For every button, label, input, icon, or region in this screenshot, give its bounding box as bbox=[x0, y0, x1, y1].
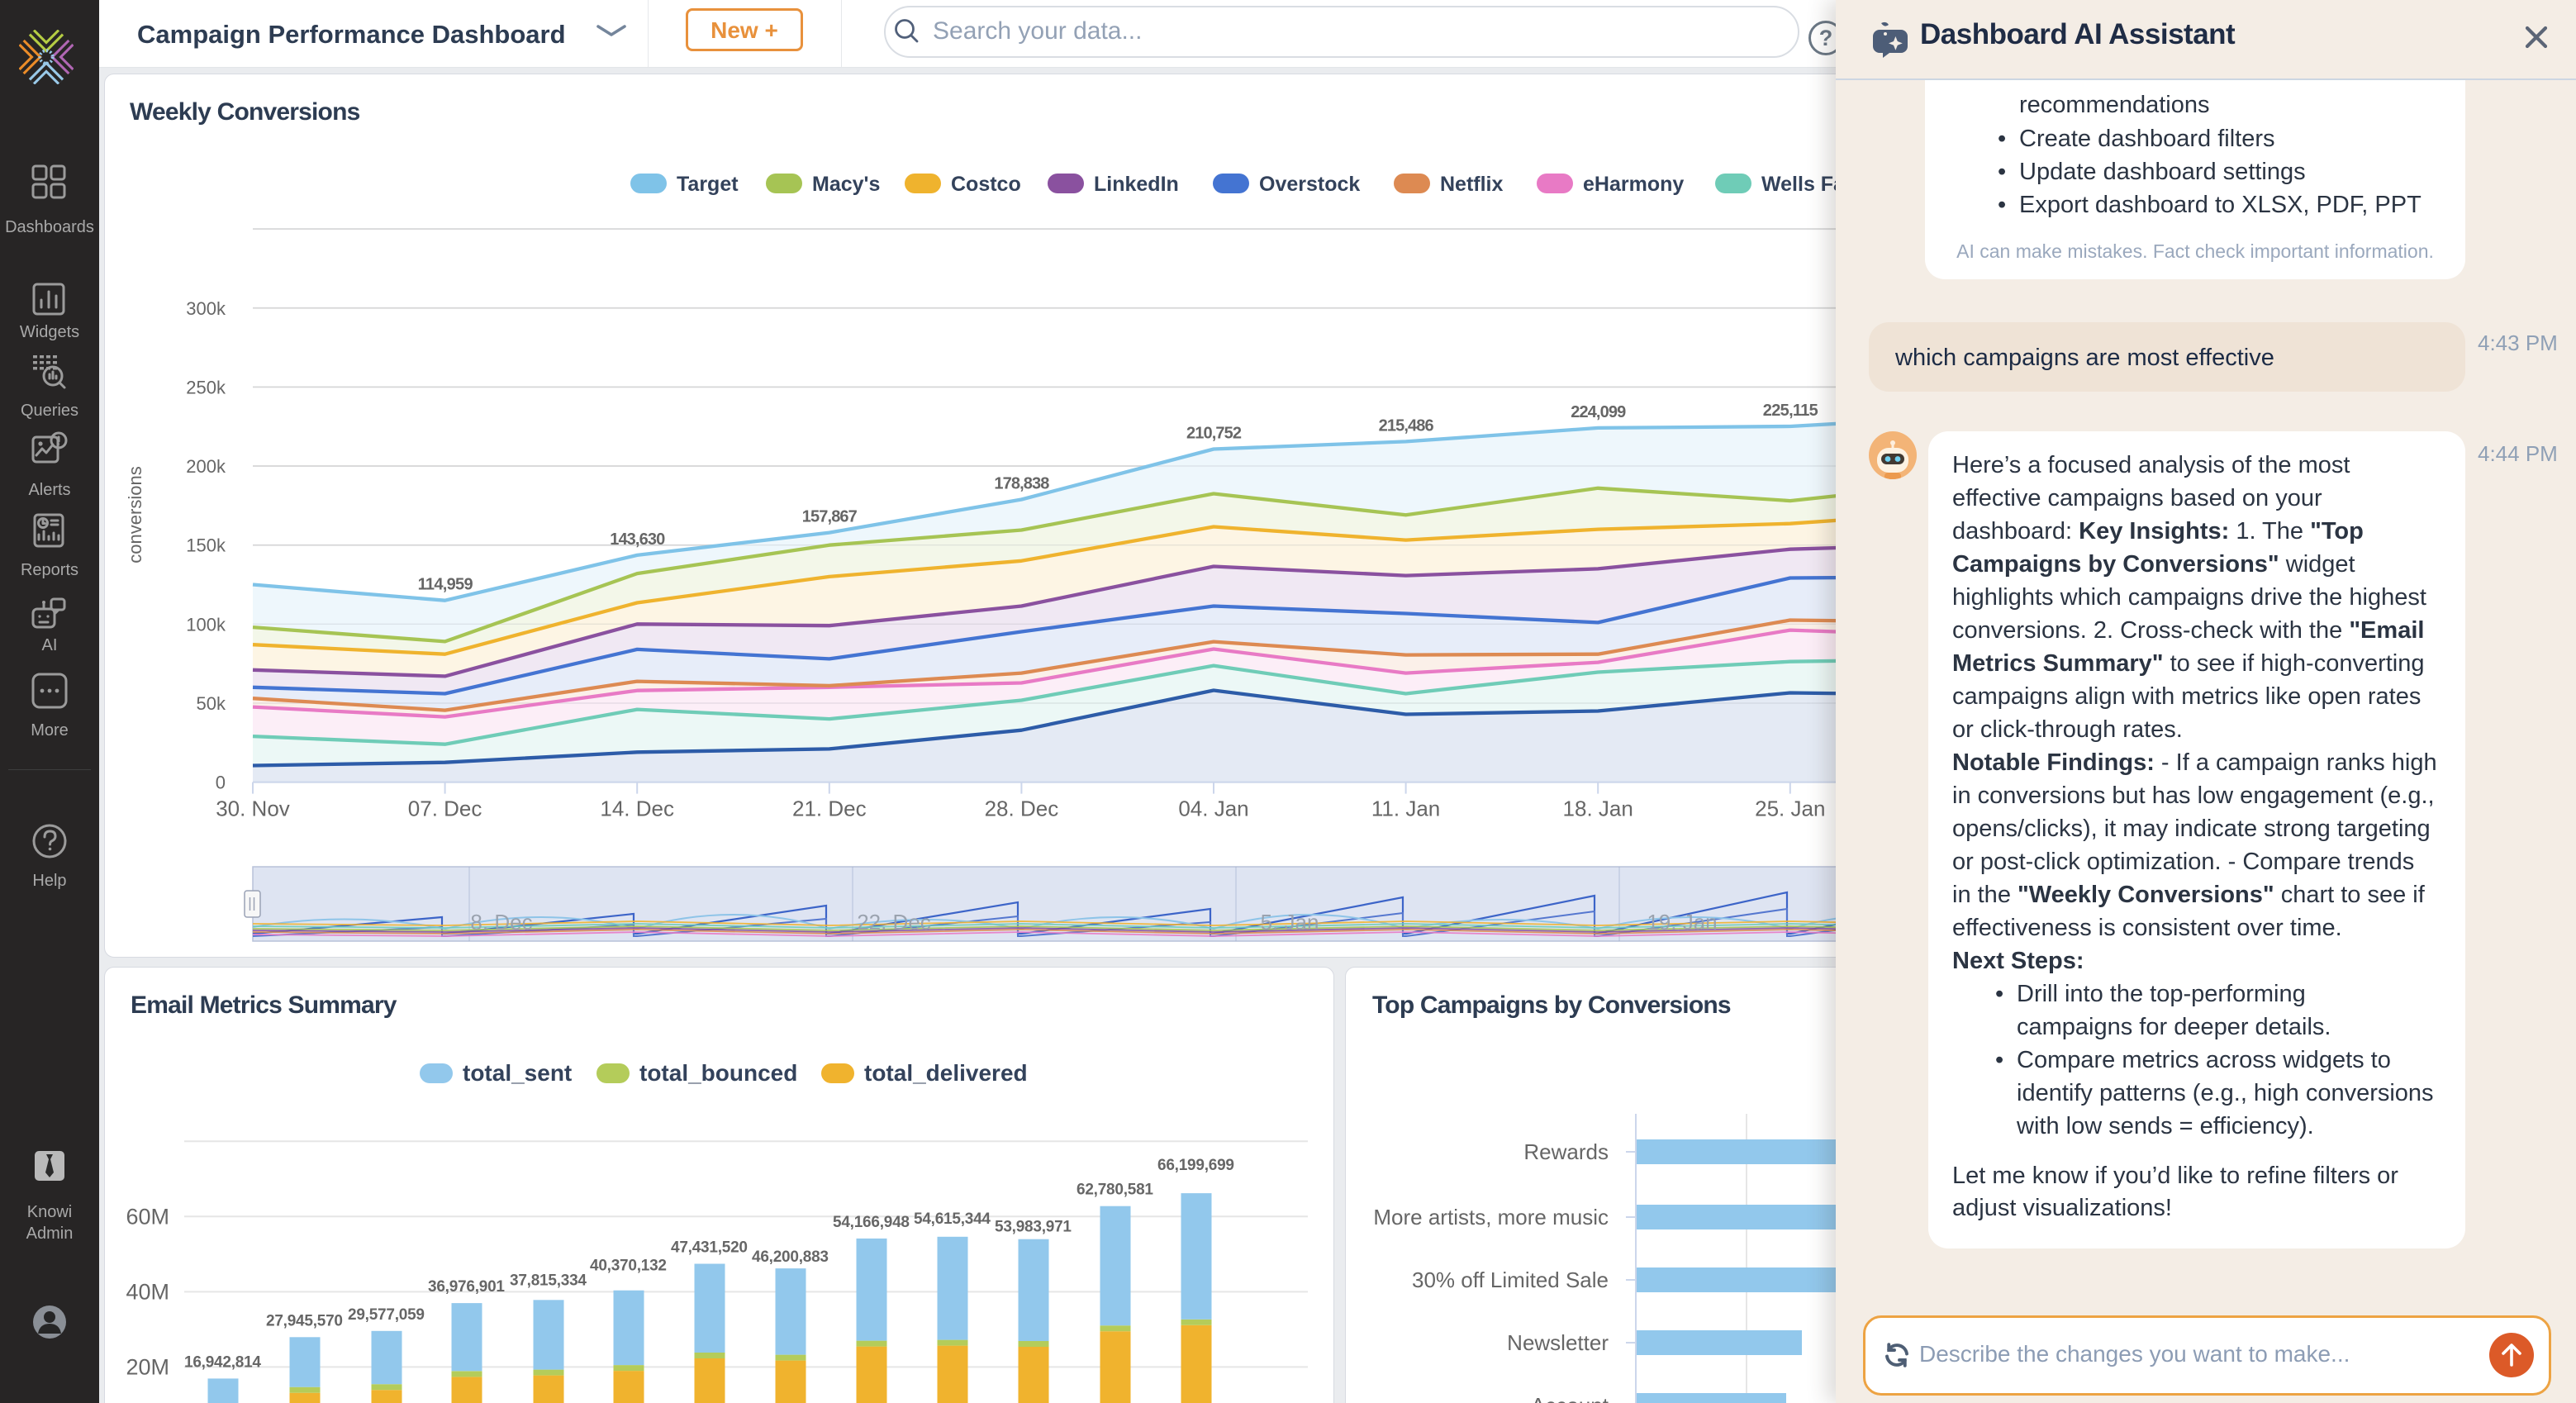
svg-text:27,945,570: 27,945,570 bbox=[266, 1312, 343, 1329]
svg-text:250k: 250k bbox=[186, 377, 226, 397]
svg-text:Netflix: Netflix bbox=[1440, 173, 1504, 196]
svg-text:22. Dec: 22. Dec bbox=[857, 910, 931, 935]
svg-text:5. Jan: 5. Jan bbox=[1261, 910, 1319, 935]
svg-text:30. Nov: 30. Nov bbox=[216, 797, 290, 821]
svg-text:114,959: 114,959 bbox=[418, 576, 473, 594]
svg-text:Macy's: Macy's bbox=[812, 173, 880, 196]
svg-text:60M: 60M bbox=[126, 1204, 169, 1229]
svg-text:14. Dec: 14. Dec bbox=[600, 797, 674, 821]
svg-text:More artists, more music: More artists, more music bbox=[1373, 1205, 1609, 1229]
svg-text:46,200,883: 46,200,883 bbox=[752, 1248, 829, 1266]
svg-text:28. Dec: 28. Dec bbox=[985, 797, 1059, 821]
svg-text:21. Dec: 21. Dec bbox=[792, 797, 867, 821]
svg-text:157,867: 157,867 bbox=[802, 508, 858, 526]
svg-text:66,199,699: 66,199,699 bbox=[1157, 1157, 1234, 1174]
svg-text:16,942,814: 16,942,814 bbox=[184, 1353, 261, 1371]
svg-text:Costco: Costco bbox=[951, 173, 1021, 196]
svg-text:62,780,581: 62,780,581 bbox=[1077, 1182, 1153, 1199]
svg-text:54,615,344: 54,615,344 bbox=[914, 1210, 991, 1228]
svg-text:Target: Target bbox=[677, 173, 739, 196]
svg-text:07. Dec: 07. Dec bbox=[408, 797, 482, 821]
svg-text:54,166,948: 54,166,948 bbox=[833, 1214, 910, 1231]
svg-text:40,370,132: 40,370,132 bbox=[590, 1258, 667, 1275]
svg-text:25. Jan: 25. Jan bbox=[1755, 797, 1825, 821]
svg-text:0: 0 bbox=[216, 773, 226, 793]
svg-text:210,752: 210,752 bbox=[1186, 425, 1242, 443]
svg-text:Rewards: Rewards bbox=[1523, 1139, 1609, 1164]
svg-text:20M: 20M bbox=[126, 1354, 169, 1379]
svg-text:Account: Account bbox=[1531, 1393, 1609, 1403]
svg-text:53,983,971: 53,983,971 bbox=[995, 1219, 1072, 1236]
svg-text:36,976,901: 36,976,901 bbox=[428, 1278, 505, 1296]
svg-text:total_sent: total_sent bbox=[463, 1060, 572, 1086]
svg-text:200k: 200k bbox=[186, 456, 226, 477]
svg-text:150k: 150k bbox=[186, 535, 226, 556]
svg-text:04. Jan: 04. Jan bbox=[1178, 797, 1248, 821]
svg-text:29,577,059: 29,577,059 bbox=[348, 1306, 425, 1324]
svg-text:47,431,520: 47,431,520 bbox=[671, 1239, 748, 1257]
svg-text:30% off Limited Sale: 30% off Limited Sale bbox=[1412, 1267, 1609, 1292]
svg-text:178,838: 178,838 bbox=[994, 475, 1049, 493]
svg-text:Overstock: Overstock bbox=[1259, 173, 1360, 196]
svg-text:40M: 40M bbox=[126, 1279, 169, 1304]
svg-text:100k: 100k bbox=[186, 614, 226, 635]
svg-text:11. Jan: 11. Jan bbox=[1371, 797, 1440, 821]
svg-text:8. Dec: 8. Dec bbox=[470, 910, 532, 935]
svg-text:143,630: 143,630 bbox=[610, 530, 665, 549]
svg-text:37,815,334: 37,815,334 bbox=[510, 1272, 587, 1289]
svg-text:215,486: 215,486 bbox=[1379, 416, 1434, 435]
svg-text:total_delivered: total_delivered bbox=[864, 1060, 1028, 1086]
svg-text:total_bounced: total_bounced bbox=[639, 1060, 797, 1086]
svg-text:LinkedIn: LinkedIn bbox=[1094, 173, 1179, 196]
svg-text:19. Jan: 19. Jan bbox=[1647, 910, 1717, 935]
svg-text:conversions: conversions bbox=[125, 466, 145, 563]
svg-text:224,099: 224,099 bbox=[1571, 403, 1626, 421]
svg-text:300k: 300k bbox=[186, 298, 226, 319]
svg-text:eHarmony: eHarmony bbox=[1583, 173, 1684, 196]
svg-text:Newsletter: Newsletter bbox=[1507, 1330, 1609, 1355]
svg-text:50k: 50k bbox=[197, 693, 226, 714]
svg-text:225,115: 225,115 bbox=[1763, 402, 1818, 420]
svg-text:18. Jan: 18. Jan bbox=[1563, 797, 1633, 821]
